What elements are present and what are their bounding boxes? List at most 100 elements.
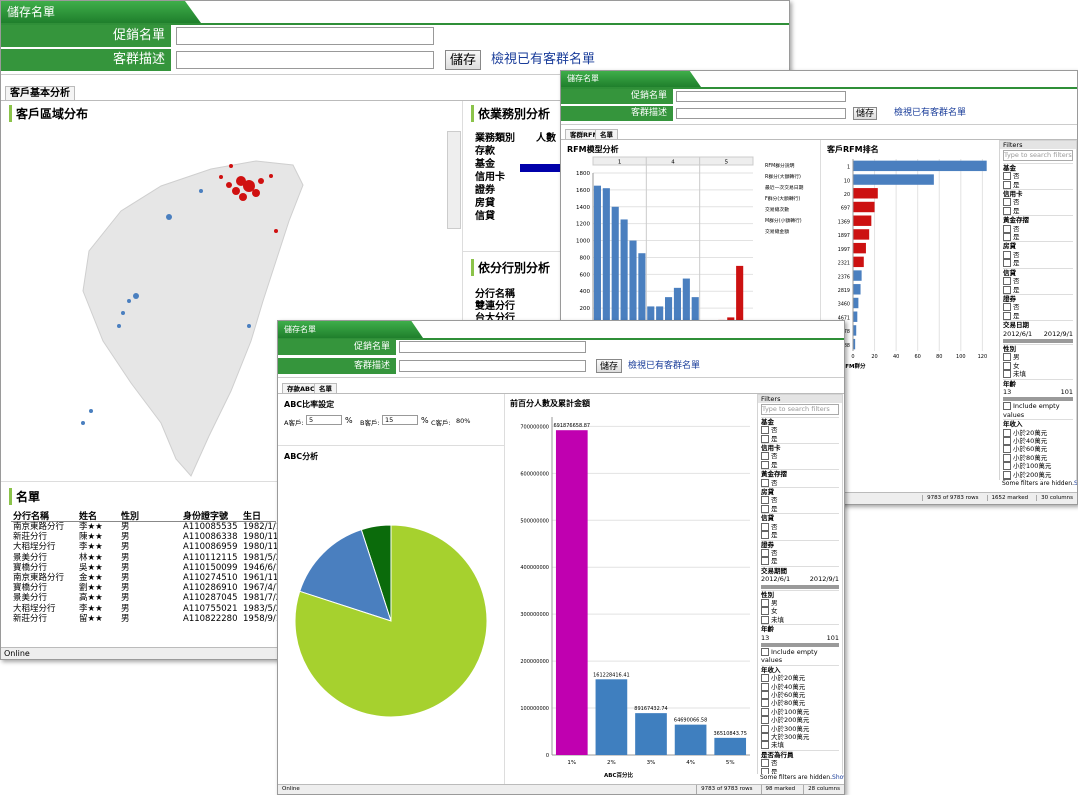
checkbox[interactable] bbox=[761, 615, 769, 624]
table-cell[interactable]: 景美分行 bbox=[13, 593, 48, 604]
table-header[interactable]: 分行名稱 bbox=[13, 512, 50, 522]
table-cell[interactable]: 吳★★ bbox=[79, 562, 103, 573]
checkbox[interactable] bbox=[1003, 402, 1011, 411]
table-cell[interactable]: 男 bbox=[121, 583, 130, 594]
text-input[interactable] bbox=[676, 108, 846, 119]
table-cell[interactable]: 李★★ bbox=[79, 522, 103, 532]
checkbox[interactable] bbox=[761, 460, 769, 469]
table-cell[interactable]: 信用卡 bbox=[475, 172, 505, 183]
checkbox[interactable] bbox=[761, 674, 769, 683]
checkbox[interactable] bbox=[1003, 180, 1011, 189]
view-tab[interactable]: 名單 bbox=[314, 383, 337, 394]
checkbox[interactable] bbox=[1003, 437, 1011, 445]
table-cell[interactable]: 男 bbox=[121, 542, 130, 553]
checkbox[interactable] bbox=[1003, 206, 1011, 215]
table-cell[interactable]: 1967/4/7 bbox=[243, 583, 282, 594]
table-cell[interactable]: 男 bbox=[121, 532, 130, 543]
table-cell[interactable]: 分行名稱 bbox=[475, 289, 515, 300]
checkbox[interactable] bbox=[761, 741, 769, 750]
checkbox[interactable] bbox=[761, 598, 769, 607]
checkbox[interactable] bbox=[761, 531, 769, 540]
checkbox[interactable] bbox=[761, 724, 769, 733]
table-cell[interactable]: 大稻埕分行 bbox=[13, 603, 56, 614]
tab-rule[interactable] bbox=[278, 393, 844, 394]
table-cell[interactable]: A110274510 bbox=[183, 573, 238, 583]
checkbox[interactable] bbox=[1003, 198, 1011, 207]
save-button[interactable]: 儲存 bbox=[596, 359, 622, 373]
checkbox[interactable] bbox=[1003, 311, 1011, 320]
checkbox[interactable] bbox=[761, 548, 769, 557]
table-cell[interactable]: 新莊分行 bbox=[13, 613, 48, 624]
table-cell[interactable]: A110086338 bbox=[183, 532, 238, 543]
checkbox[interactable] bbox=[761, 707, 769, 716]
table-cell[interactable]: 金★★ bbox=[79, 573, 103, 583]
map-zoom-tools[interactable] bbox=[447, 131, 461, 229]
show-all-link[interactable]: Show all bbox=[1074, 480, 1078, 487]
checkbox[interactable] bbox=[1003, 277, 1011, 286]
checkbox[interactable] bbox=[1003, 250, 1011, 259]
checkbox[interactable] bbox=[1003, 224, 1011, 233]
table-cell[interactable]: 劉★★ bbox=[79, 583, 103, 594]
show-all-link[interactable]: Show all bbox=[832, 774, 844, 781]
checkbox[interactable] bbox=[1003, 285, 1011, 294]
view-link[interactable]: 檢視已有客群名單 bbox=[491, 52, 596, 67]
table-cell[interactable]: 男 bbox=[121, 573, 130, 583]
checkbox[interactable] bbox=[761, 759, 769, 768]
checkbox[interactable] bbox=[761, 557, 769, 566]
text-input[interactable] bbox=[399, 341, 586, 353]
tab-rule[interactable] bbox=[561, 139, 1077, 140]
table-header[interactable]: 業務類別 bbox=[475, 133, 515, 144]
save-button[interactable]: 儲存 bbox=[445, 50, 481, 70]
table-cell[interactable]: 男 bbox=[121, 593, 130, 604]
checkbox[interactable] bbox=[761, 647, 769, 656]
checkbox[interactable] bbox=[761, 716, 769, 725]
checkbox[interactable] bbox=[1003, 462, 1011, 471]
table-cell[interactable]: 南京東路分行 bbox=[13, 573, 65, 583]
checkbox[interactable] bbox=[1003, 259, 1011, 268]
table-cell[interactable]: 房貸 bbox=[475, 198, 495, 209]
checkbox[interactable] bbox=[761, 733, 769, 742]
checkbox[interactable] bbox=[761, 522, 769, 531]
table-cell[interactable]: 林★★ bbox=[79, 552, 103, 563]
table-cell[interactable]: 台大分行 bbox=[475, 313, 515, 324]
table-cell[interactable]: A110287045 bbox=[183, 593, 238, 604]
checkbox[interactable] bbox=[1003, 361, 1011, 370]
table-cell[interactable]: 大稻埕分行 bbox=[13, 542, 56, 553]
text-input[interactable] bbox=[399, 360, 586, 372]
table-cell[interactable]: 南京東路分行 bbox=[13, 522, 65, 532]
checkbox[interactable] bbox=[761, 504, 769, 513]
checkbox[interactable] bbox=[1003, 172, 1011, 181]
table-cell[interactable]: A110822280 bbox=[183, 613, 238, 624]
ratio-input[interactable]: 5 bbox=[306, 415, 342, 425]
text-input[interactable] bbox=[176, 51, 434, 69]
ratio-input[interactable]: 15 bbox=[382, 415, 418, 425]
checkbox[interactable] bbox=[761, 434, 769, 443]
table-cell[interactable]: 男 bbox=[121, 613, 130, 624]
checkbox[interactable] bbox=[1003, 370, 1011, 379]
table-cell[interactable]: 男 bbox=[121, 562, 130, 573]
table-cell[interactable]: 新莊分行 bbox=[13, 532, 48, 543]
save-button[interactable]: 儲存 bbox=[853, 107, 877, 120]
checkbox[interactable] bbox=[1003, 303, 1011, 312]
checkbox[interactable] bbox=[761, 496, 769, 505]
table-cell[interactable]: 男 bbox=[121, 552, 130, 563]
view-tab[interactable]: 名單 bbox=[595, 129, 618, 140]
checkbox[interactable] bbox=[761, 607, 769, 616]
table-cell[interactable]: A110755021 bbox=[183, 603, 238, 614]
table-cell[interactable]: A110085535 bbox=[183, 522, 238, 532]
checkbox[interactable] bbox=[1003, 353, 1011, 362]
table-cell[interactable]: 陳★★ bbox=[79, 532, 103, 543]
checkbox[interactable] bbox=[761, 682, 769, 691]
text-input[interactable] bbox=[676, 91, 846, 102]
table-cell[interactable]: A110286910 bbox=[183, 583, 238, 594]
table-cell[interactable]: 男 bbox=[121, 522, 130, 532]
checkbox[interactable] bbox=[1003, 428, 1011, 437]
table-cell[interactable]: 留★★ bbox=[79, 613, 103, 624]
table-cell[interactable]: 男 bbox=[121, 603, 130, 614]
table-header[interactable]: 生日 bbox=[243, 512, 262, 522]
checkbox[interactable] bbox=[1003, 445, 1011, 454]
table-cell[interactable]: 1980/11/26 bbox=[243, 532, 292, 543]
table-header[interactable]: 人數 bbox=[536, 133, 556, 144]
checkbox[interactable] bbox=[761, 478, 769, 487]
table-cell[interactable]: 景美分行 bbox=[13, 552, 48, 563]
